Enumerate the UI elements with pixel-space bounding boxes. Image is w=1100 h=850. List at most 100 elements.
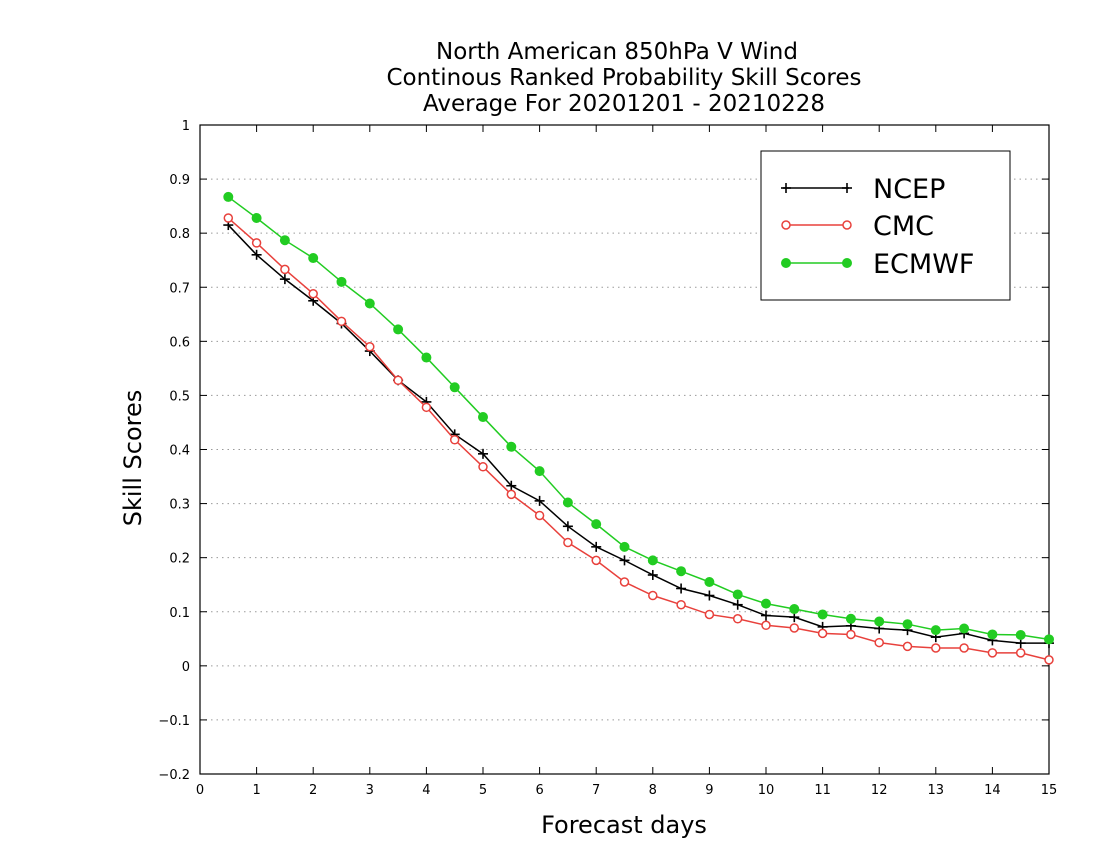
x-tick-label: 12 [871,783,888,798]
y-tick-label: 0.6 [169,335,190,350]
data-point-cmc [931,643,941,653]
data-point-cmc [648,590,658,601]
data-point-cmc [959,643,969,653]
data-point-ncep [676,583,687,594]
x-tick-label: 5 [479,783,487,798]
y-tick-label: 1 [182,119,190,134]
data-point-cmc [732,614,743,624]
x-tick-label: 1 [252,783,260,798]
title-line-3: Average For 20201201 - 20210228 [423,91,825,117]
data-point-ecmwf [1044,634,1054,645]
legend-marker-cmc [842,220,852,230]
data-point-ecmwf [789,604,800,615]
x-tick-label: 3 [366,783,374,798]
data-point-ecmwf [251,213,262,224]
y-tick-label: 0.8 [169,227,190,242]
x-axis-label: Forecast days [541,811,707,839]
legend-marker-ncep [781,183,791,193]
data-point-ncep [619,555,630,566]
legend-label-cmc: CMC [873,211,934,242]
data-point-ecmwf [279,235,290,246]
x-tick-label: 9 [705,783,713,798]
y-tick-label: 0.2 [169,552,190,567]
legend-marker-ecmwf [842,258,852,268]
data-point-cmc [1015,648,1026,658]
data-point-cmc [449,435,460,445]
legend-marker-cmc [781,220,791,230]
data-point-ecmwf [987,629,998,640]
legend-label-ncep: NCEP [873,174,945,205]
x-tick-label: 10 [758,783,775,798]
data-point-cmc [534,510,545,521]
data-point-cmc [846,629,856,640]
data-point-cmc [365,341,375,352]
data-point-cmc [789,623,800,633]
data-point-ncep [562,521,573,532]
data-point-cmc [280,264,290,275]
y-tick-label: −0.1 [158,714,190,729]
data-point-cmc [902,641,913,652]
y-axis-label: Skill Scores [119,390,147,527]
data-point-ncep [478,448,488,459]
y-tick-label: 0.3 [169,498,190,513]
data-point-ecmwf [591,519,602,530]
data-point-ncep [591,541,602,552]
axis-ticks: −0.2−0.100.10.20.30.40.50.60.70.80.910 1 2… [158,119,1057,798]
data-point-ecmwf [534,466,545,477]
legend-marker-ncep [842,183,852,193]
series-ecmwf [223,191,1054,645]
data-point-ecmwf [959,623,970,634]
data-point-cmc [676,599,686,610]
data-point-ecmwf [619,541,630,552]
data-point-ecmwf [874,616,885,627]
data-point-ncep [251,249,262,260]
data-point-ncep [506,480,517,491]
data-point-ncep [647,569,658,580]
data-point-cmc [619,577,630,587]
data-point-cmc [591,555,601,566]
data-point-ecmwf [647,555,658,566]
y-tick-label: −0.2 [158,768,190,783]
legend-label-ecmwf: ECMWF [873,249,974,280]
data-point-ncep [761,610,771,621]
y-tick-label: 0.7 [169,281,190,296]
data-point-ncep [279,274,290,285]
data-point-ecmwf [223,191,234,202]
x-tick-label: 4 [422,783,430,798]
legend: NCEP CMC ECMWF [760,150,1011,301]
x-tick-label: 2 [309,783,317,798]
data-point-ncep [732,599,743,610]
y-tick-label: 0.9 [169,173,190,188]
title-line-2: Continous Ranked Probability Skill Score… [386,65,861,91]
data-point-ecmwf [393,324,404,335]
data-point-ecmwf [676,566,687,577]
title-line-1: North American 850hPa V Wind [436,39,798,65]
legend-item-ecmwf: ECMWF [781,249,974,280]
y-tick-label: 0.4 [169,444,190,459]
data-point-ecmwf [817,609,828,620]
data-point-ecmwf [449,382,460,393]
data-point-ecmwf [902,619,913,630]
data-point-cmc [1044,655,1054,665]
x-tick-label: 6 [535,783,543,798]
data-point-cmc [987,648,998,658]
data-point-cmc [761,620,771,631]
data-point-cmc [308,288,318,299]
data-point-cmc [251,238,262,248]
data-point-ecmwf [1015,630,1026,641]
x-tick-label: 15 [1041,783,1058,798]
x-tick-label: 0 [196,783,204,798]
data-point-cmc [506,489,517,500]
data-point-ecmwf [732,589,743,600]
data-point-ecmwf [704,577,715,588]
chart-title: North American 850hPa V Wind Continous R… [386,39,861,117]
data-point-cmc [223,213,234,223]
data-point-cmc [874,637,884,648]
legend-marker-ecmwf [781,258,791,268]
data-point-ncep [534,495,545,506]
x-tick-label: 11 [814,783,831,798]
legend-item-cmc: CMC [781,211,934,242]
legend-items: NCEP CMC ECMWF [781,174,974,280]
x-tick-label: 8 [649,783,657,798]
